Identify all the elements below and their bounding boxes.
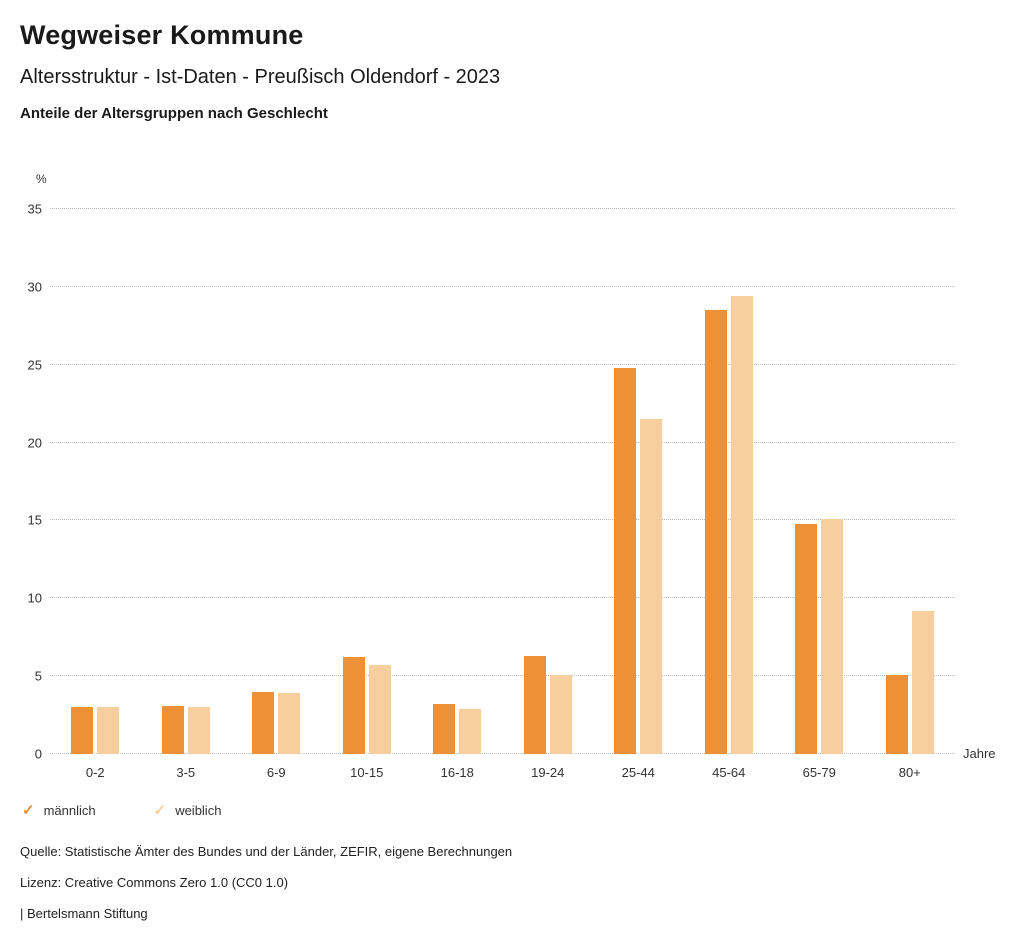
bar-weiblich[interactable] [911, 610, 934, 754]
bar-weiblich[interactable] [97, 707, 120, 754]
legend: ✓ männlich ✓ weiblich [22, 803, 221, 818]
legend-item-weiblich[interactable]: ✓ weiblich [154, 803, 222, 818]
y-axis-tick-label: 35 [27, 201, 42, 217]
bar-männlich[interactable] [523, 655, 546, 754]
bar-group [231, 209, 322, 754]
chart-subtitle: Altersstruktur - Ist-Daten - Preußisch O… [20, 66, 501, 88]
gridline [50, 597, 955, 599]
y-axis-tick-label: 15 [27, 512, 42, 528]
gridline [50, 753, 955, 754]
bar-männlich[interactable] [71, 707, 94, 754]
bar-group [593, 209, 684, 754]
bar-weiblich[interactable] [368, 665, 391, 754]
bar-group [50, 209, 141, 754]
x-axis-tick-label: 80+ [898, 765, 921, 780]
legend-item-männlich[interactable]: ✓ männlich [22, 803, 96, 818]
bar-männlich[interactable] [704, 310, 727, 754]
bar-männlich[interactable] [161, 705, 184, 754]
bars [50, 209, 955, 754]
x-axis-tick-label: 0-2 [85, 765, 105, 780]
x-axis-tick-label: 19-24 [531, 765, 565, 780]
bar-weiblich[interactable] [640, 419, 663, 754]
bar-group [503, 209, 594, 754]
gridlines: 0 5 10 15 20 25 30 35 [28, 203, 955, 761]
bar-männlich[interactable] [795, 523, 818, 754]
y-axis-tick-label: 5 [34, 668, 42, 684]
attribution-text: | Bertelsmann Stiftung [20, 906, 148, 921]
bar-weiblich[interactable] [821, 518, 844, 754]
bar-weiblich[interactable] [459, 708, 482, 754]
bar-männlich[interactable] [885, 674, 908, 754]
bar-group [141, 209, 232, 754]
x-axis-tick-label: 25-44 [621, 765, 655, 780]
bar-männlich[interactable] [252, 691, 275, 754]
bar-weiblich[interactable] [278, 693, 301, 754]
y-axis-tick-label: 25 [27, 357, 42, 373]
gridline [50, 675, 955, 677]
x-axis-unit-label: Jahre [963, 746, 996, 761]
y-axis-tick-label: 30 [27, 279, 42, 295]
y-axis-unit-label: % [36, 172, 47, 186]
bar-group [684, 209, 775, 754]
bar-weiblich[interactable] [549, 674, 572, 754]
plot-area: 0 5 10 15 20 25 30 35 0-2 3-5 6-9 10-15 16-18 19-24 2… [28, 203, 996, 781]
check-icon: ✓ [22, 802, 35, 819]
x-axis-tick-label: 6-9 [266, 765, 286, 780]
gridline [50, 363, 955, 365]
gridline [50, 441, 955, 443]
x-axis-tick-label: 16-18 [440, 765, 474, 780]
bar-männlich[interactable] [614, 367, 637, 754]
check-icon: ✓ [153, 802, 167, 819]
y-axis-tick-label: 20 [27, 435, 42, 451]
y-axis-tick-label: 10 [27, 590, 42, 606]
x-axis-tick-label: 3-5 [176, 765, 196, 780]
legend-label: männlich [43, 803, 96, 818]
x-axis-labels: 0-2 3-5 6-9 10-15 16-18 19-24 25-44 45-64 65-79 8… [50, 765, 955, 780]
x-axis-tick-label: 10-15 [350, 765, 384, 780]
source-text: Quelle: Statistische Ämter des Bundes un… [20, 844, 513, 859]
bar-group [322, 209, 413, 754]
x-axis-tick-label: 45-64 [712, 765, 746, 780]
gridline [50, 208, 955, 209]
bar-group [774, 209, 865, 754]
bar-männlich[interactable] [342, 657, 365, 754]
gridline [50, 519, 955, 521]
license-text: Lizenz: Creative Commons Zero 1.0 (CC0 1… [20, 875, 289, 890]
bar-group [865, 209, 956, 754]
gridline [50, 285, 955, 287]
bar-männlich[interactable] [433, 704, 456, 754]
bar-group [412, 209, 503, 754]
y-axis-tick-label: 0 [34, 746, 42, 762]
bar-weiblich[interactable] [730, 296, 753, 754]
bar-weiblich[interactable] [187, 707, 210, 754]
x-axis-tick-label: 65-79 [802, 765, 836, 780]
chart-heading: Anteile der Altersgruppen nach Geschlech… [20, 105, 328, 122]
legend-label: weiblich [175, 803, 222, 818]
page-title: Wegweiser Kommune [20, 20, 304, 50]
